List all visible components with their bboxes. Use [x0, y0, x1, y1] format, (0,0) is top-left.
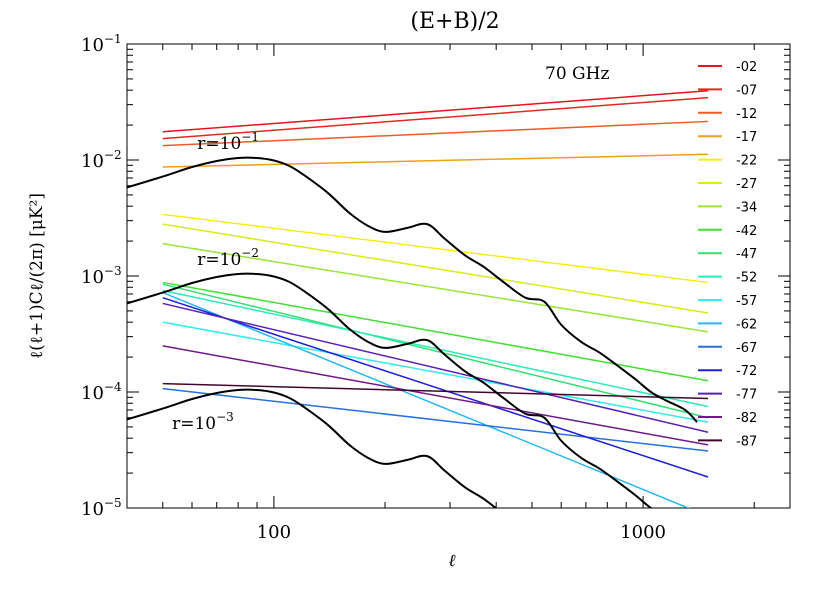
- theory-curve-2: [127, 272, 653, 508]
- theory-curve-1: [127, 156, 698, 423]
- legend-label: -12: [736, 107, 757, 122]
- x-tick-label: 1000: [620, 522, 666, 543]
- series-line--02: [162, 90, 709, 133]
- legend-label: -47: [736, 247, 757, 262]
- series-line--42: [162, 281, 709, 382]
- legend-label: -67: [736, 341, 757, 356]
- legend-label: -07: [736, 83, 757, 98]
- legend-label: -42: [736, 224, 757, 239]
- legend-label: -82: [736, 411, 757, 426]
- series-line--07: [162, 96, 709, 140]
- legend-label: -62: [736, 317, 757, 332]
- legend-label: -34: [736, 200, 757, 215]
- series-line--52: [162, 289, 709, 408]
- series-line--34: [162, 242, 709, 333]
- legend: -02 -07 -12 -17 -22 -27 -34 -42 -47 -52 -57 -62 -67 -…: [698, 60, 757, 449]
- y-tick-label: 10−4: [81, 380, 122, 404]
- y-tick-label: 10−1: [81, 32, 122, 56]
- y-tick-label: 10−3: [81, 264, 122, 288]
- x-tick-label: 100: [257, 522, 291, 543]
- series-group: [127, 90, 709, 508]
- y-axis-label: ℓ(ℓ+1)Cℓ/(2π) [μK²]: [27, 193, 47, 359]
- theory-curve-label: r=10−1: [197, 130, 259, 154]
- x-axis-label: ℓ: [448, 551, 455, 571]
- series-line--17: [162, 153, 709, 168]
- legend-label: -77: [736, 388, 757, 403]
- series-line--27: [162, 223, 709, 314]
- legend-label: -17: [736, 130, 757, 145]
- series-line--82: [162, 345, 709, 446]
- series-line--67: [162, 387, 709, 452]
- legend-label: -22: [736, 154, 757, 169]
- series-line--12: [162, 120, 709, 147]
- y-tick-label: 10−2: [81, 148, 122, 172]
- theory-curve-3: [127, 388, 498, 508]
- series-line--72: [162, 296, 709, 478]
- y-tick-label: 10−5: [81, 496, 122, 520]
- series-line--22: [162, 213, 709, 284]
- legend-label: -57: [736, 294, 757, 309]
- legend-label: -02: [736, 60, 757, 75]
- legend-label: -72: [736, 364, 757, 379]
- series-line--77: [162, 302, 709, 433]
- series-line--87: [162, 382, 709, 400]
- series-line--57: [162, 321, 709, 423]
- legend-label: -52: [736, 271, 757, 286]
- legend-label: -87: [736, 434, 757, 449]
- series-line--62: [162, 291, 691, 508]
- legend-label: -27: [736, 177, 757, 192]
- theory-curve-label: r=10−2: [197, 246, 259, 270]
- frequency-label: 70 GHz: [545, 64, 609, 84]
- theory-curve-label: r=10−3: [172, 410, 234, 434]
- chart-title: (E+B)/2: [410, 9, 499, 34]
- plot-area: 100 1000 10−1 10−2 10−3 10−4 10−5 r=10−1 r=10−2 r…: [81, 32, 791, 543]
